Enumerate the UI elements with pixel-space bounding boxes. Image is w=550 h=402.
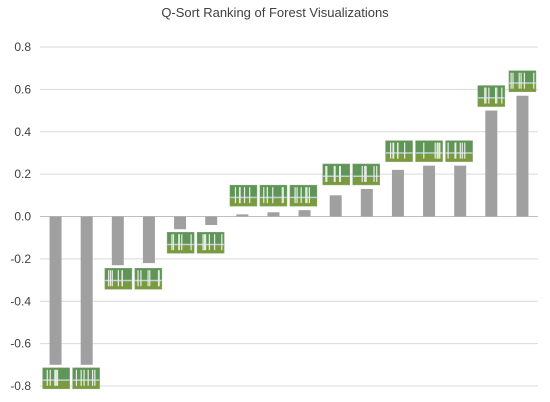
thumbnail-ground	[415, 153, 443, 162]
thumbnail-frame	[415, 140, 443, 162]
bar	[236, 214, 249, 217]
forest-thumbnail	[259, 184, 288, 207]
thumbnail-canopy	[445, 140, 473, 153]
thumbnail-ground	[72, 380, 100, 389]
y-tick-label: -0.8	[10, 379, 31, 393]
bar	[174, 216, 187, 230]
forest-thumbnail	[289, 184, 318, 207]
thumbnail-frame	[445, 140, 473, 162]
thumbnail-canopy	[477, 85, 505, 98]
chart-title: Q-Sort Ranking of Forest Visualizations	[161, 5, 389, 20]
forest-thumbnail	[385, 140, 413, 162]
bar	[360, 188, 373, 217]
thumbnail-ground	[477, 98, 505, 107]
thumbnail-frame	[477, 85, 506, 107]
y-tick-label: 0.4	[14, 125, 31, 139]
y-tick-label: 0.6	[14, 82, 31, 96]
y-tick-label: 0.8	[14, 40, 31, 54]
thumbnail-ground	[385, 153, 413, 162]
bars	[49, 95, 529, 365]
forest-thumbnail	[415, 140, 443, 162]
bar	[391, 169, 404, 217]
thumbnail-frame	[259, 184, 288, 207]
y-tick-label: 0.2	[14, 167, 31, 181]
bar	[454, 165, 467, 217]
thumbnail-canopy	[322, 163, 350, 176]
bar	[111, 216, 124, 266]
thumbnail-frame	[72, 367, 100, 390]
forest-thumbnail	[508, 70, 537, 92]
thumbnail-canopy	[259, 185, 287, 197]
thumbnail-frame	[229, 184, 258, 207]
thumbnail-frame	[166, 231, 195, 254]
forest-thumbnail	[445, 140, 473, 162]
bar	[298, 210, 311, 217]
thumbnail-ground	[229, 198, 257, 207]
forest-thumbnail	[352, 163, 380, 186]
thumbnail-ground	[167, 245, 195, 254]
bar	[516, 95, 529, 217]
forest-thumbnail	[104, 267, 133, 290]
bar	[423, 165, 436, 217]
thumbnail-ground	[322, 176, 350, 185]
forest-thumbnails	[42, 70, 537, 390]
thumbnail-frame	[289, 184, 318, 207]
y-tick-label: -0.4	[10, 294, 31, 308]
thumbnail-frame	[322, 163, 350, 186]
thumbnail-ground	[508, 83, 536, 92]
thumbnail-ground	[197, 245, 225, 254]
y-tick-label: 0.0	[14, 210, 31, 224]
thumbnail-ground	[445, 153, 473, 162]
forest-thumbnail	[229, 184, 258, 207]
thumbnail-ground	[289, 198, 317, 207]
thumbnail-canopy	[415, 140, 443, 153]
thumbnail-frame	[385, 140, 413, 162]
thumbnail-canopy	[229, 185, 257, 197]
bar	[329, 195, 342, 217]
bar	[267, 212, 280, 217]
forest-thumbnail	[134, 267, 163, 290]
y-tick-label: -0.6	[10, 337, 31, 351]
forest-thumbnail	[72, 367, 100, 390]
bar	[485, 110, 498, 217]
thumbnail-canopy	[72, 367, 100, 380]
forest-thumbnail	[322, 163, 350, 186]
bar	[205, 216, 218, 225]
bar	[142, 216, 155, 264]
bar	[80, 216, 93, 365]
thumbnail-canopy	[289, 185, 317, 197]
thumbnail-frame	[352, 163, 380, 186]
y-tick-label: -0.2	[10, 252, 31, 266]
thumbnail-frame	[104, 267, 133, 290]
thumbnail-canopy	[385, 140, 413, 153]
thumbnail-frame	[508, 70, 537, 92]
forest-thumbnail	[477, 85, 506, 107]
thumbnail-ground	[259, 198, 287, 207]
thumbnail-frame	[42, 367, 70, 390]
forest-thumbnail	[196, 231, 225, 254]
thumbnail-canopy	[197, 232, 225, 244]
forest-thumbnail	[42, 367, 70, 390]
thumbnail-frame	[196, 231, 225, 254]
thumbnail-canopy	[508, 70, 536, 83]
y-axis-tick-labels: 0.8 0.6 0.4 0.2 0.0 -0.2 -0.4 -0.6 -0.8	[10, 40, 31, 393]
forest-thumbnail	[166, 231, 195, 254]
thumbnail-canopy	[167, 232, 195, 244]
bar	[49, 216, 62, 365]
thumbnail-frame	[134, 267, 163, 290]
